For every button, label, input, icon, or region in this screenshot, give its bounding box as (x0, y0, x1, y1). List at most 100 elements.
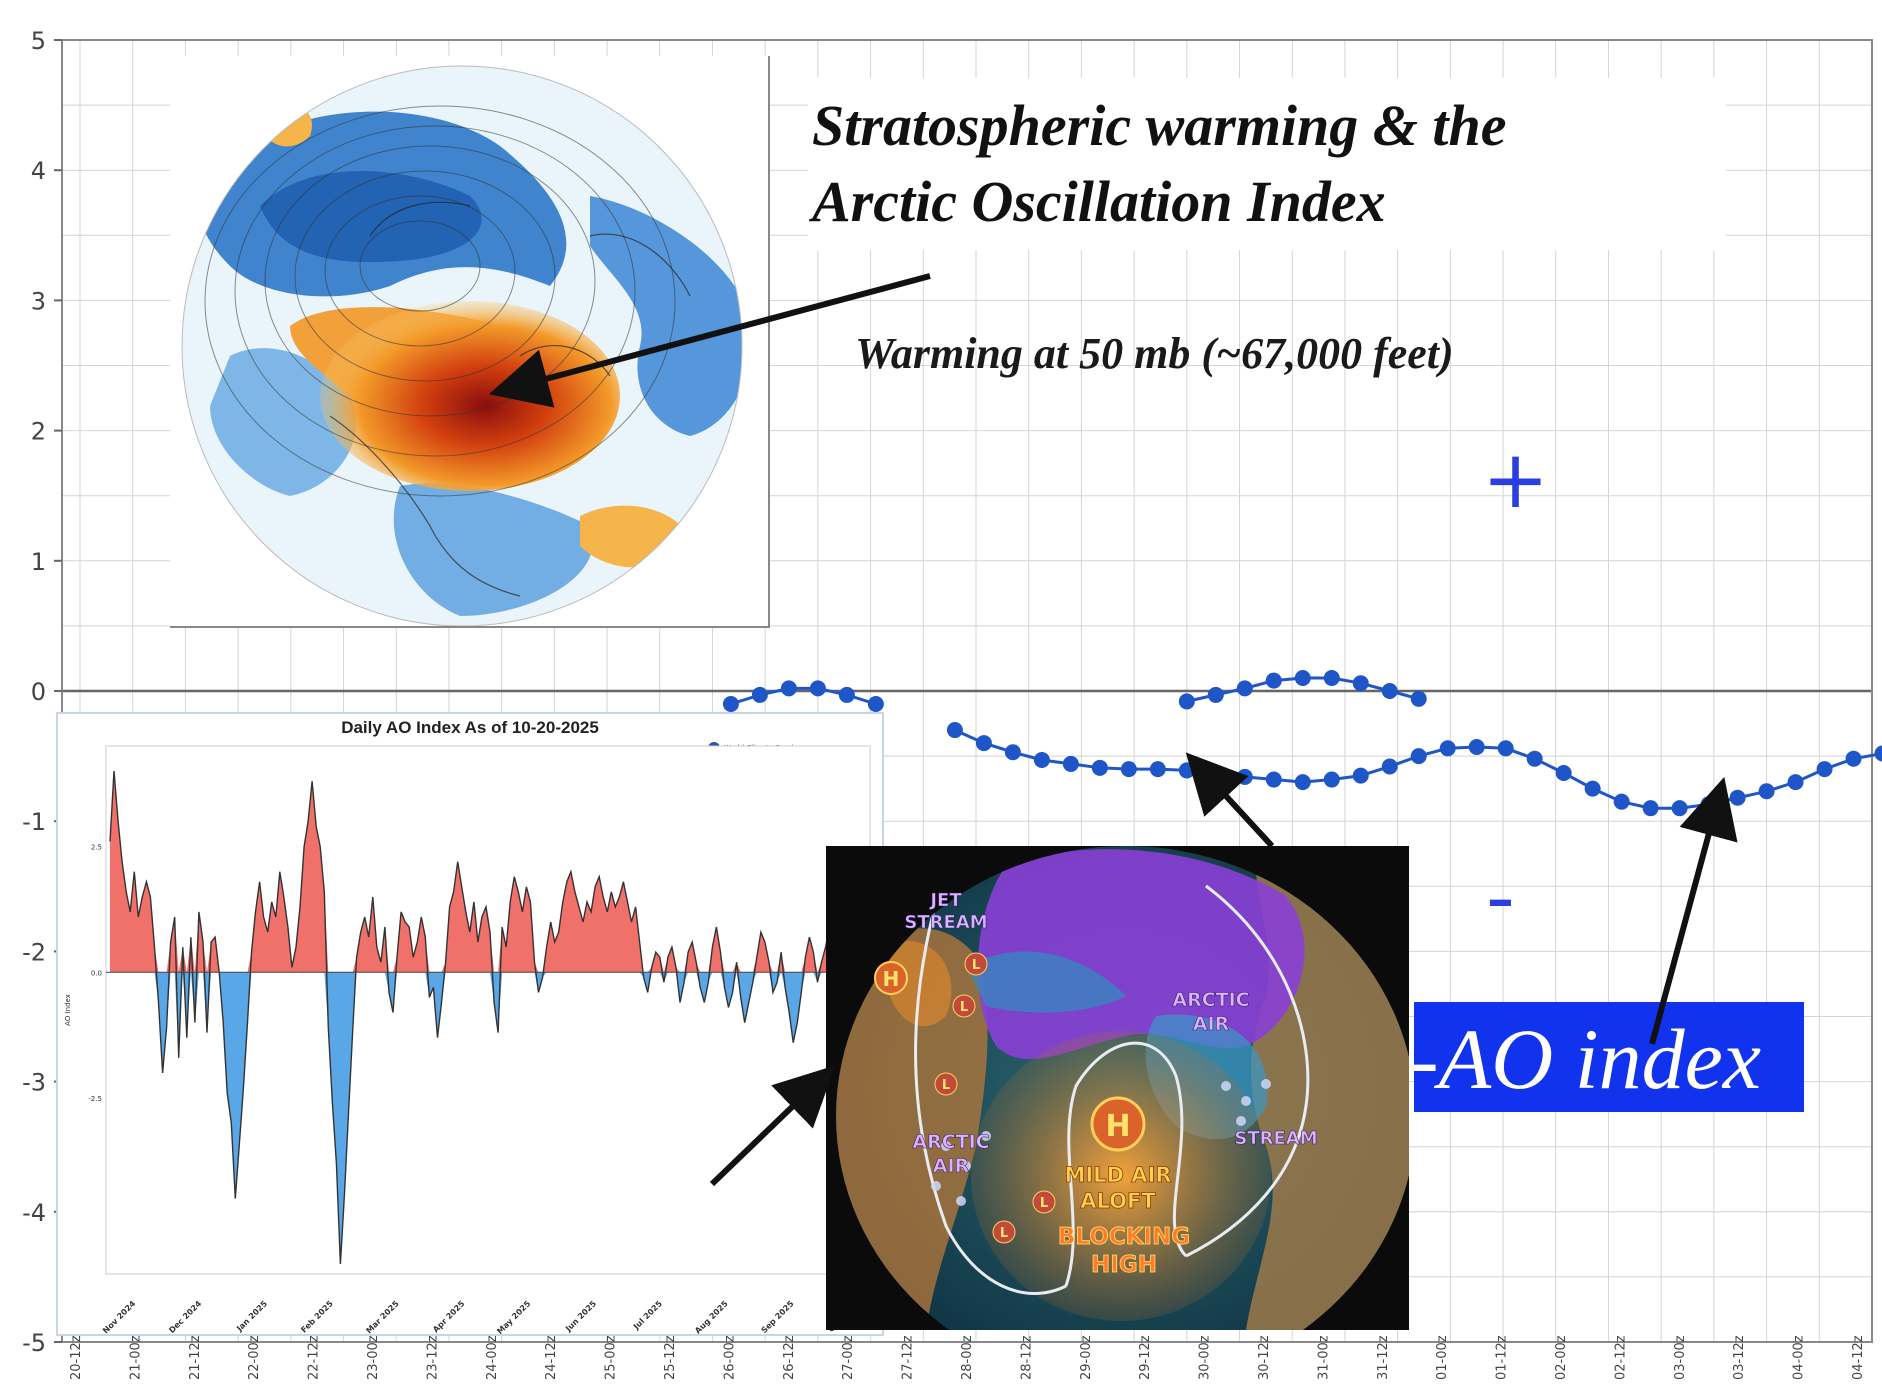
blocking-pattern-graphic: H H L L L L L JET STREAM ARCTIC AIR ARCT… (836, 846, 1416, 1384)
tick-labels: 5 4 3 2 1 0 -1 -2 -3 -4 -5 20-12z 21-00z 21-12z 22-00z… (22, 27, 1866, 1380)
svg-text:L: L (1000, 1226, 1008, 1241)
blocking-high-line1: BLOCKING (1058, 1224, 1190, 1250)
ao-forecast-point (1555, 765, 1572, 782)
inset-x-tick: Sep 2025 (760, 1299, 796, 1334)
y-tick-label: 2 (31, 418, 46, 446)
ao-forecast-point (1613, 793, 1630, 810)
ao-forecast-point (1178, 762, 1195, 779)
ao-forecast-point (1381, 758, 1398, 775)
x-tick-label: 27-12z (901, 1335, 916, 1380)
high-letter-west: H (883, 967, 900, 991)
ao-forecast-point (1265, 771, 1282, 788)
y-tick-label: -4 (22, 1199, 46, 1227)
y-tick-label: -3 (22, 1069, 46, 1097)
ao-forecast-point (1410, 690, 1427, 707)
svg-text:L: L (960, 1000, 968, 1015)
stratospheric-warming-map (181, 65, 743, 627)
ao-forecast-point (1352, 675, 1369, 692)
ao-forecast-point (838, 686, 855, 703)
y-tick-label: 1 (31, 548, 46, 576)
ao-forecast-point (1410, 748, 1427, 765)
inset-x-tick: Jun 2025 (563, 1299, 598, 1334)
x-tick-label: 31-00z (1316, 1335, 1331, 1380)
stratospheric-map-panel (170, 56, 770, 628)
y-tick-label: 0 (31, 678, 46, 706)
ao-forecast-point (867, 696, 884, 713)
x-tick-label: 21-00z (128, 1335, 143, 1380)
ao-forecast-point (1439, 740, 1456, 757)
x-tick-label: 28-00z (960, 1335, 975, 1380)
infographic-title: Stratospheric warming & the Arctic Oscil… (812, 93, 1507, 234)
x-tick-label: 23-00z (366, 1335, 381, 1380)
x-tick-label: 22-12z (307, 1335, 322, 1380)
ao-forecast-point (1207, 686, 1224, 703)
ao-index-label: -AO index (1410, 1011, 1762, 1107)
x-tick-label: 03-12z (1732, 1335, 1747, 1380)
y-tick-label: 3 (31, 287, 46, 315)
ao-forecast-point (1265, 672, 1282, 689)
y-tick-label: -1 (22, 808, 46, 836)
inset-x-tick: Dec 2024 (167, 1299, 203, 1334)
negative-phase-sign: - (1486, 851, 1515, 944)
inset-x-tick: Nov 2024 (101, 1299, 138, 1334)
x-tick-label: 27-00z (841, 1335, 856, 1380)
y-tick-label: -2 (22, 938, 46, 966)
x-tick-label: 28-12z (1019, 1335, 1034, 1380)
daily-ao-chart: 2.5 0.0 -2.5 AO Index Nov 2024 Dec 2024 Jan 20… (64, 745, 871, 1334)
ao-forecast-point (1642, 800, 1659, 817)
blocking-high-center: H (1090, 1096, 1146, 1152)
ao-forecast-point (1787, 774, 1804, 791)
y-tick-label: -5 (22, 1329, 46, 1357)
ao-forecast-point (1323, 669, 1340, 686)
ao-forecast-point (1236, 680, 1253, 697)
ao-forecast-point (1149, 761, 1166, 778)
x-tick-label: 30-00z (1198, 1335, 1213, 1380)
ao-forecast-point (1729, 789, 1746, 806)
ao-forecast-point (1004, 744, 1021, 761)
x-tick-label: 24-00z (485, 1335, 500, 1380)
inset-x-tick: Apr 2025 (431, 1299, 467, 1334)
inset-x-tick: May 2025 (495, 1299, 532, 1334)
ao-forecast-point (1352, 767, 1369, 784)
inset-x-tick: Jan 2025 (234, 1299, 269, 1334)
ao-index-label-box (1414, 1002, 1804, 1112)
arctic-air-east-line1: ARCTIC (1172, 989, 1249, 1011)
ao-forecast-point (975, 735, 992, 752)
ao-forecast-point (1120, 761, 1137, 778)
x-tick-label: 25-12z (663, 1335, 678, 1380)
jet-stream-west-line1: JET (928, 890, 962, 911)
x-tick-label: 04-12z (1851, 1335, 1866, 1380)
inset-x-tick: Aug 2025 (693, 1299, 730, 1334)
ao-forecast-point (722, 696, 739, 713)
jet-stream-west-line2: STREAM (904, 912, 987, 933)
x-tick-label: 25-00z (604, 1335, 619, 1380)
inset-y-tick: -2.5 (88, 1095, 102, 1103)
inset-y-tick: 0.0 (91, 969, 102, 977)
x-tick-label: 29-00z (1079, 1335, 1094, 1380)
x-tick-label: 02-12z (1613, 1335, 1628, 1380)
x-tick-label: 29-12z (1138, 1335, 1153, 1380)
x-tick-label: 01-12z (1495, 1335, 1510, 1380)
x-tick-label: 26-12z (782, 1335, 797, 1380)
ao-forecast-point (1816, 761, 1833, 778)
ao-forecast-point (809, 680, 826, 697)
x-tick-label: 02-00z (1554, 1335, 1569, 1380)
ao-forecast-point (1845, 750, 1862, 767)
ao-index-line (109, 771, 867, 1264)
arctic-air-west-line1: ARCTIC (912, 1131, 989, 1153)
x-tick-label: 23-12z (425, 1335, 440, 1380)
ao-forecast-point (1758, 783, 1775, 800)
inset-y-tick: 2.5 (91, 844, 102, 852)
ao-forecast-point (1584, 780, 1601, 797)
blocking-pattern-map: H H L L L L L JET STREAM ARCTIC AIR ARCT… (826, 846, 1416, 1384)
ao-forecast-point (1700, 796, 1717, 813)
x-tick-label: 30-12z (1257, 1335, 1272, 1380)
svg-text:L: L (942, 1078, 950, 1093)
daily-ao-inset: Daily AO Index As of 10-20-2025 World Cl… (56, 712, 884, 1336)
inset-title: Daily AO Index As of 10-20-2025 (341, 718, 599, 737)
y-tick-label: 4 (31, 157, 46, 185)
ao-forecast-point (1294, 669, 1311, 686)
inset-plot-frame (105, 745, 871, 1275)
arctic-air-west-line2: AIR (933, 1155, 970, 1177)
